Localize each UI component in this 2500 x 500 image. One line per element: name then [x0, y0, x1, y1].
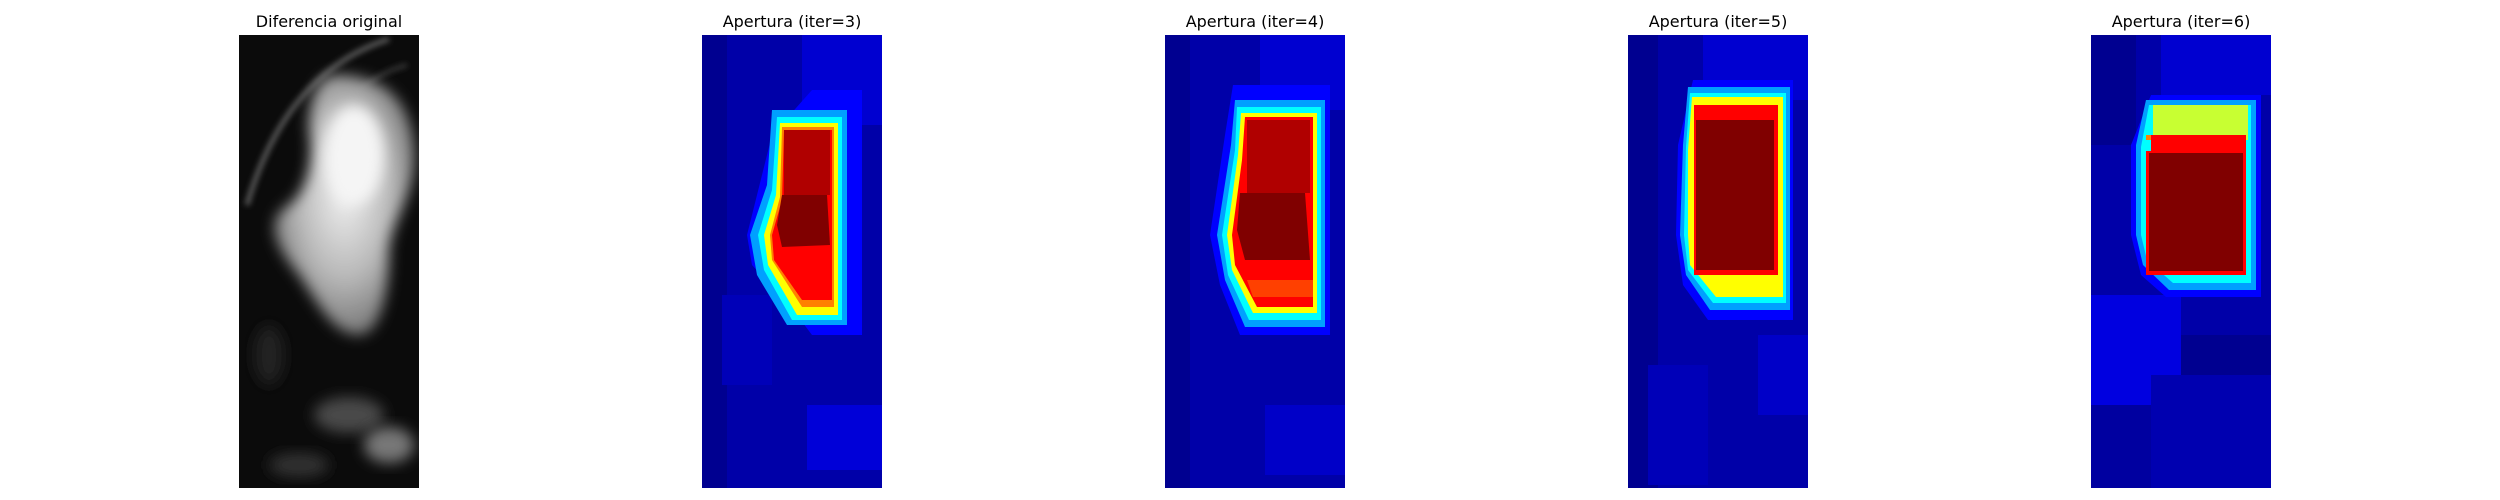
panel-iter-5: Apertura (iter=5) [1628, 0, 1808, 500]
panel-iter-6: Apertura (iter=6) [2091, 0, 2271, 500]
panel-title: Apertura (iter=4) [1185, 12, 1325, 31]
panel-title: Apertura (iter=3) [722, 12, 862, 31]
panel-title: Diferencia original [255, 12, 403, 31]
panel-iter-4: Apertura (iter=4) [1165, 0, 1345, 500]
opening-map-iter-6 [2091, 35, 2271, 488]
opening-map-iter-3 [702, 35, 882, 488]
panel-iter-3: Apertura (iter=3) [702, 0, 882, 500]
panel-title: Apertura (iter=5) [1648, 12, 1788, 31]
original-image [239, 35, 419, 488]
panel-title: Apertura (iter=6) [2111, 12, 2251, 31]
panel-original: Diferencia original [239, 0, 419, 500]
opening-map-iter-4 [1165, 35, 1345, 488]
opening-map-iter-5 [1628, 35, 1808, 488]
